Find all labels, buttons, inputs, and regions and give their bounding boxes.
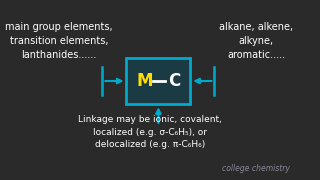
Text: main group elements,
transition elements,
lanthanides......: main group elements, transition elements…	[5, 22, 113, 60]
Text: M: M	[136, 72, 153, 90]
FancyBboxPatch shape	[126, 58, 190, 104]
Text: Linkage may be ionic, covalent,
localized (e.g. σ-C₆H₅), or
delocalized (e.g. π-: Linkage may be ionic, covalent, localize…	[78, 115, 222, 149]
Text: alkane, alkene,
alkyne,
aromatic.....: alkane, alkene, alkyne, aromatic.....	[219, 22, 293, 60]
Text: C: C	[168, 72, 180, 90]
Text: college chemistry: college chemistry	[222, 164, 290, 173]
